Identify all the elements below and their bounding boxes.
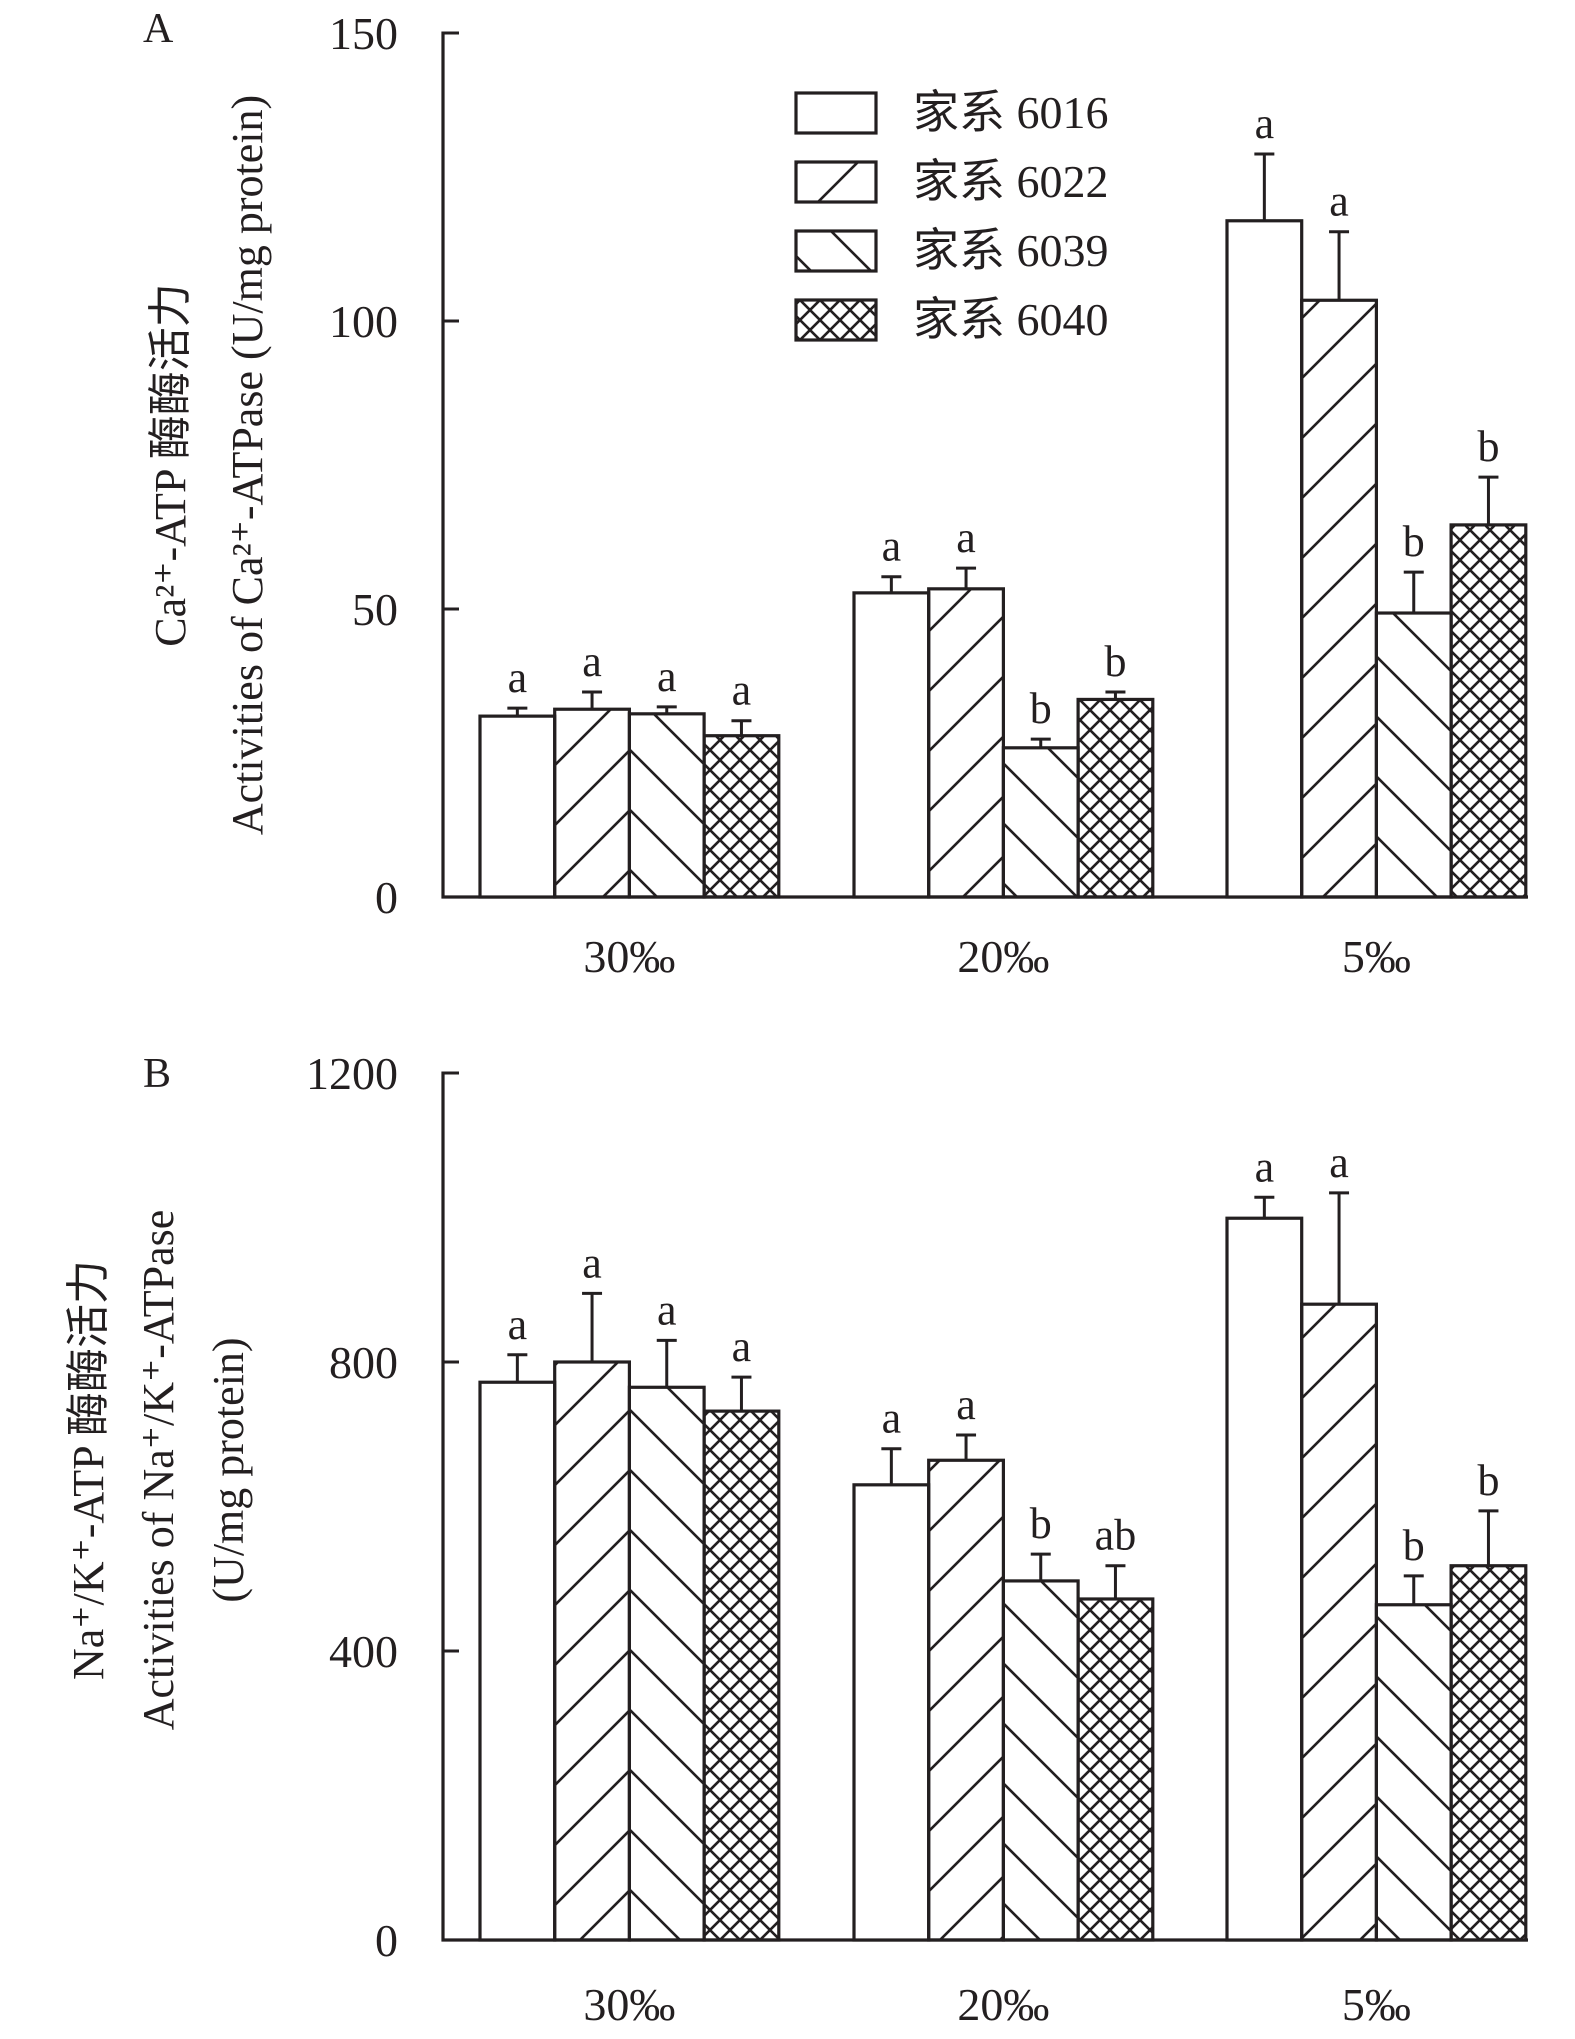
- legend-swatch: [794, 229, 878, 273]
- significance-label: ab: [1095, 1511, 1137, 1560]
- legend-label: 家系 6016: [913, 87, 1109, 138]
- bar: [627, 1385, 706, 1942]
- significance-label: a: [582, 637, 602, 686]
- significance-label: a: [1329, 1138, 1349, 1187]
- significance-label: a: [657, 652, 677, 701]
- significance-label: a: [882, 522, 902, 571]
- panel-a-label: A: [143, 6, 174, 52]
- y-tick-label: 0: [375, 872, 398, 923]
- y-axis-title-line: Ca²⁺-ATP 酶酶活力: [146, 283, 195, 647]
- bar: [478, 1380, 557, 1942]
- x-tick-label: 5‰: [1342, 1979, 1411, 2030]
- significance-label: a: [1255, 1142, 1275, 1191]
- significance-label: b: [1403, 517, 1425, 566]
- bar: [852, 591, 931, 899]
- bar: [1300, 298, 1378, 899]
- legend-label: 家系 6022: [913, 156, 1109, 207]
- bar: [1225, 219, 1304, 899]
- significance-label: a: [882, 1394, 902, 1443]
- y-tick-label: 1200: [306, 1048, 398, 1099]
- y-tick-label: 100: [329, 296, 398, 347]
- panel-a: A Ca²⁺-ATP 酶酶活力 Activities of Ca²⁺-ATPase…: [143, 6, 1528, 982]
- significance-label: a: [508, 1300, 528, 1349]
- panel-b: B Na⁺/K⁺-ATP 酶酶活力 Activities of Na⁺/K⁺-AT…: [64, 1048, 1528, 2030]
- x-tick-label: 20‰: [957, 931, 1049, 982]
- bar: [1076, 697, 1155, 899]
- panel-a-bars: a a a a a a a b b a b b: [478, 99, 1528, 899]
- significance-label: a: [956, 1380, 976, 1429]
- significance-label: a: [956, 513, 976, 562]
- x-tick-label: 20‰: [957, 1979, 1049, 2030]
- bar: [927, 1458, 1006, 1942]
- y-tick-label: 0: [375, 1915, 398, 1966]
- bar: [702, 1409, 781, 1942]
- y-axis-title-line: (U/mg protein): [204, 1337, 253, 1602]
- y-axis-title-line: Activities of Na⁺/K⁺-ATPase: [134, 1210, 183, 1731]
- significance-label: a: [1329, 177, 1349, 226]
- bar: [1374, 611, 1453, 899]
- bar: [1300, 1302, 1378, 1942]
- bar: [553, 1360, 632, 1942]
- bar: [1225, 1216, 1304, 1942]
- y-tick-label: 150: [329, 8, 398, 59]
- legend-label: 家系 6039: [913, 225, 1109, 276]
- y-tick-label: 800: [329, 1337, 398, 1388]
- legend-swatch: [794, 91, 878, 135]
- bar: [1449, 523, 1528, 899]
- panel-b-y-axis-title: Na⁺/K⁺-ATP 酶酶活力 Activities of Na⁺/K⁺-ATPa…: [64, 1210, 253, 1731]
- significance-label: a: [657, 1285, 677, 1334]
- significance-label: a: [1255, 99, 1275, 148]
- bar: [627, 712, 706, 899]
- bar: [1001, 746, 1080, 899]
- panel-b-label: B: [143, 1051, 171, 1097]
- bar: [478, 714, 557, 899]
- y-tick-label: 50: [352, 584, 398, 635]
- legend-label: 家系 6040: [913, 294, 1109, 345]
- significance-label: a: [582, 1238, 602, 1287]
- x-tick-label: 30‰: [583, 1979, 675, 2030]
- legend-swatch: [794, 298, 878, 342]
- y-axis-title-line: Activities of Ca²⁺-ATPase (U/mg protein): [223, 95, 272, 835]
- significance-label: b: [1477, 422, 1499, 471]
- bar: [1449, 1564, 1528, 1942]
- x-tick-label: 30‰: [583, 931, 675, 982]
- significance-label: b: [1030, 1499, 1052, 1548]
- y-tick-label: 400: [329, 1626, 398, 1677]
- significance-label: b: [1477, 1456, 1499, 1505]
- panel-a-axes: 0 50 100 150 30‰ 20‰ 5‰: [329, 8, 1528, 982]
- significance-label: a: [732, 666, 752, 715]
- bar: [852, 1483, 931, 1942]
- significance-label: b: [1403, 1521, 1425, 1570]
- significance-label: a: [732, 1322, 752, 1371]
- significance-label: a: [508, 653, 528, 702]
- bar: [927, 587, 1006, 899]
- bar: [1076, 1597, 1155, 1942]
- bar: [702, 734, 781, 899]
- legend: 家系 6016 家系 6022 家系 6039 家系 6040: [794, 87, 1109, 345]
- panel-a-y-axis-title: Ca²⁺-ATP 酶酶活力 Activities of Ca²⁺-ATPase (…: [146, 95, 272, 835]
- bar: [553, 707, 632, 899]
- significance-label: b: [1030, 684, 1052, 733]
- bar: [1374, 1603, 1453, 1942]
- significance-label: b: [1104, 637, 1126, 686]
- y-axis-title-line: Na⁺/K⁺-ATP 酶酶活力: [64, 1260, 113, 1680]
- legend-swatch: [794, 160, 878, 204]
- x-tick-label: 5‰: [1342, 931, 1411, 982]
- bar: [1001, 1579, 1080, 1942]
